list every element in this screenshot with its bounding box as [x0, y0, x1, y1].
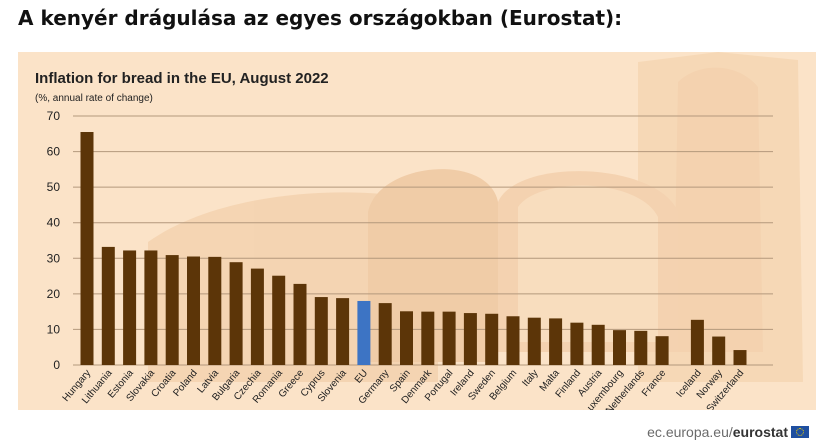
bar-malta: [549, 318, 563, 365]
bar-netherlands: [634, 330, 648, 365]
bar-denmark: [421, 311, 435, 365]
bar-switzerland: [733, 350, 747, 365]
y-tick-label: 10: [47, 322, 61, 336]
bars: [80, 132, 747, 365]
bar-poland: [187, 256, 200, 365]
bar-finland: [570, 322, 584, 365]
bar-slovenia: [336, 298, 350, 365]
bar-luxembourg: [613, 330, 626, 365]
bar-iceland: [690, 319, 704, 365]
eu-flag-icon: [791, 426, 809, 438]
bar-belgium: [506, 316, 520, 365]
bar-cyprus: [314, 297, 328, 365]
bar-italy: [527, 317, 541, 365]
y-tick-label: 60: [47, 145, 61, 159]
bar-portugal: [442, 311, 456, 365]
y-tick-label: 70: [47, 109, 61, 123]
y-tick-label: 30: [47, 251, 61, 265]
bar-ireland: [463, 313, 477, 365]
source-credit: ec.europa.eu/eurostat: [647, 424, 809, 440]
y-tick-label: 0: [53, 358, 60, 372]
bar-chart: Inflation for bread in the EU, August 20…: [35, 52, 803, 410]
bar-norway: [712, 336, 726, 365]
bar-france: [655, 336, 669, 365]
y-tick-label: 40: [47, 216, 61, 230]
chart-panel: Inflation for bread in the EU, August 20…: [18, 52, 816, 410]
page-title: A kenyér drágulása az egyes országokban …: [18, 6, 623, 30]
chart-title: Inflation for bread in the EU, August 20…: [35, 70, 329, 87]
source-domain: ec.europa.eu/: [647, 424, 733, 440]
bar-greece: [293, 283, 307, 365]
y-axis-ticks: 0 10 20 30 40 50 60 70: [47, 109, 61, 372]
y-tick-label: 20: [47, 287, 61, 301]
bar-slovakia: [144, 250, 158, 365]
bar-estonia: [123, 250, 137, 365]
source-brand: eurostat: [732, 424, 788, 440]
bar-sweden: [485, 313, 499, 365]
bar-latvia: [208, 256, 222, 365]
bar-germany: [378, 303, 392, 365]
bar-hungary: [80, 132, 94, 365]
y-tick-label: 50: [47, 180, 61, 194]
bar-spain: [400, 311, 413, 365]
bar-bulgaria: [229, 262, 243, 365]
chart-subtitle: (%, annual rate of change): [35, 93, 153, 104]
bar-croatia: [165, 255, 179, 365]
bar-eu: [357, 300, 371, 365]
bar-austria: [591, 324, 605, 365]
bar-czechia: [250, 268, 264, 365]
bar-lithuania: [101, 246, 115, 365]
bar-romania: [272, 275, 286, 365]
